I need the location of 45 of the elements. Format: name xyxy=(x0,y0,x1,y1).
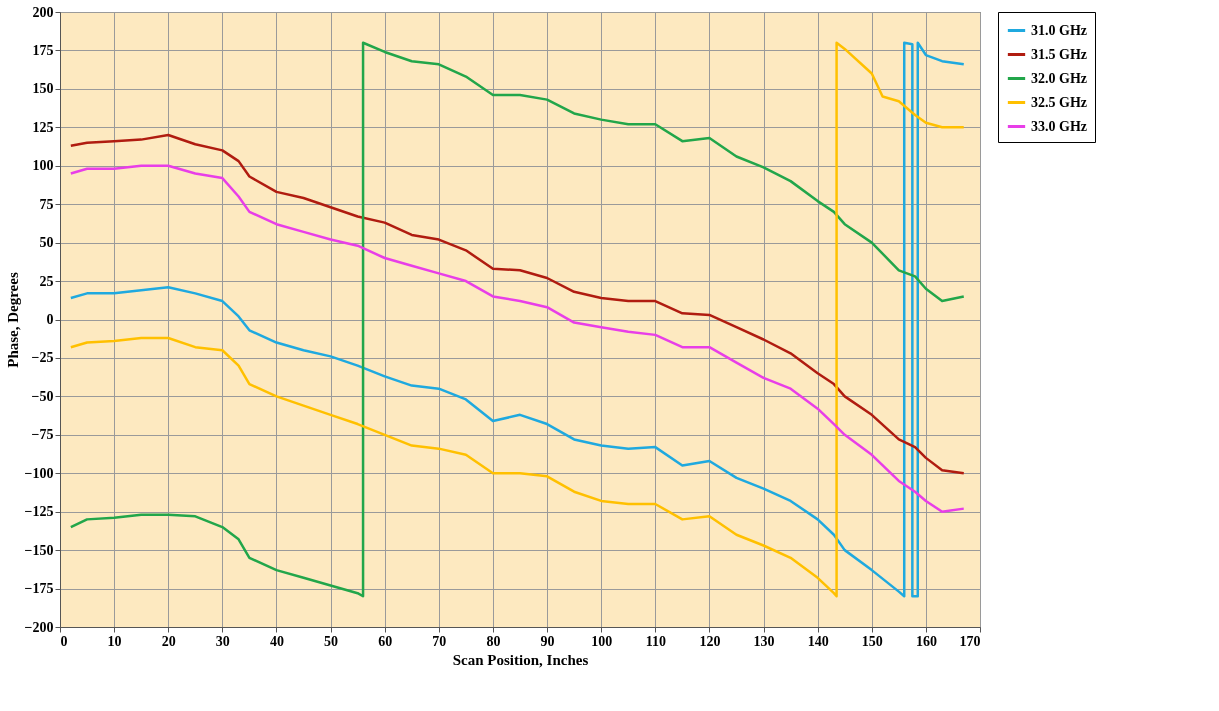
x-tick-label: 140 xyxy=(807,633,829,649)
x-tick-label: 150 xyxy=(861,633,883,649)
y-tick-label: 75 xyxy=(39,196,54,212)
y-tick-label: −100 xyxy=(24,465,54,481)
x-tick-label: 60 xyxy=(378,633,393,649)
y-tick-label: −175 xyxy=(24,581,54,597)
line-series xyxy=(69,164,966,513)
y-tick-label: −75 xyxy=(31,427,54,443)
y-tick-label: −50 xyxy=(31,388,54,404)
y-axis-title: Phase, Degrees xyxy=(4,272,21,368)
y-tick-label: −200 xyxy=(24,619,54,635)
y-tick-label: 100 xyxy=(32,158,54,174)
y-tick-label: 25 xyxy=(39,273,54,289)
x-tick-label: 100 xyxy=(591,633,613,649)
legend-label: 33.0 GHz xyxy=(1031,118,1087,134)
legend-label: 31.0 GHz xyxy=(1031,22,1087,38)
y-tick-label: 150 xyxy=(32,81,54,97)
x-tick-label: 110 xyxy=(645,633,666,649)
x-tick-label: 80 xyxy=(486,633,501,649)
y-tick-label: 0 xyxy=(46,312,54,327)
legend-label: 32.5 GHz xyxy=(1031,94,1087,110)
y-tick-label: 175 xyxy=(32,42,54,58)
x-tick-label: 170 xyxy=(959,633,981,649)
x-tick-label: 130 xyxy=(753,633,775,649)
y-tick-label: −150 xyxy=(24,542,54,558)
legend-label: 31.5 GHz xyxy=(1031,46,1087,62)
y-tick-label: −25 xyxy=(31,350,54,366)
x-tick-label: 90 xyxy=(540,633,555,649)
y-tick-label: −125 xyxy=(24,504,54,520)
legend-label: 32.0 GHz xyxy=(1031,70,1087,86)
line-series xyxy=(69,41,966,598)
x-tick-label: 10 xyxy=(107,633,122,649)
y-tick-label: 125 xyxy=(32,119,54,135)
x-tick-label: 160 xyxy=(915,633,937,649)
x-tick-label: 120 xyxy=(699,633,721,649)
x-axis-title: Scan Position, Inches xyxy=(452,651,589,668)
x-tick-label: 70 xyxy=(432,633,447,649)
line-series xyxy=(69,133,966,475)
x-tick-label: 30 xyxy=(215,633,230,649)
y-tick-label: 50 xyxy=(39,235,54,251)
x-tick-label: 20 xyxy=(161,633,176,649)
x-tick-label: 50 xyxy=(324,633,339,649)
x-tick-label: 0 xyxy=(60,633,68,649)
x-tick-label: 40 xyxy=(269,633,284,649)
y-tick-label: 200 xyxy=(32,4,54,20)
